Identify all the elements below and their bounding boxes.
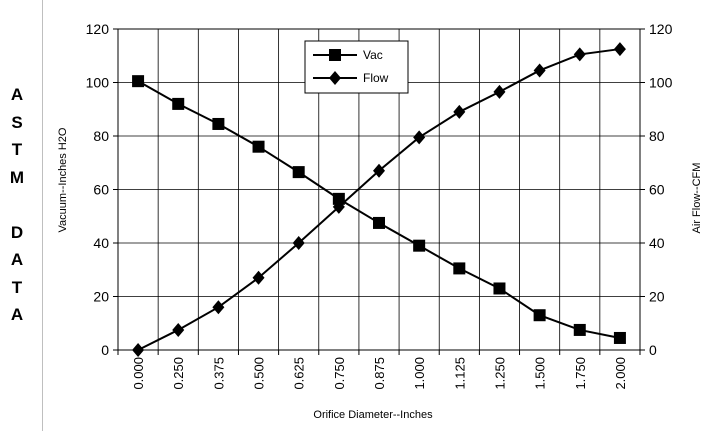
x-tick-label: 1.750 xyxy=(573,357,588,390)
right-y-axis-label: Air Flow--CFM xyxy=(691,163,703,234)
side-label-letter: T xyxy=(11,277,23,297)
left-y-tick-label: 120 xyxy=(86,21,110,37)
right-y-tick-label: 20 xyxy=(649,289,665,305)
right-y-tick-label: 100 xyxy=(649,75,673,91)
x-tick-label: 0.500 xyxy=(252,357,267,390)
data-point-flow xyxy=(172,322,185,337)
left-y-tick-label: 0 xyxy=(101,342,109,358)
legend-label: Flow xyxy=(363,71,389,85)
data-point-vac xyxy=(212,117,225,130)
left-y-tick-label: 80 xyxy=(93,128,109,144)
left-y-tick-label: 60 xyxy=(93,182,109,198)
right-y-axis: 0 20 40 60 80 100 120 xyxy=(640,21,673,358)
side-label-letter: D xyxy=(10,222,24,242)
left-y-tick-label: 20 xyxy=(93,289,109,305)
left-y-axis-label: Vacuum--Inches H2O xyxy=(57,127,69,232)
legend-entry-flow: Flow xyxy=(313,71,389,85)
data-point-vac xyxy=(132,75,145,88)
data-point-flow xyxy=(252,270,265,285)
data-point-flow xyxy=(613,42,626,57)
data-point-vac xyxy=(172,97,185,110)
x-axis: 0.000 0.250 0.375 0.500 0.625 0.750 0.875 1.000… xyxy=(117,350,641,390)
right-y-tick-label: 120 xyxy=(649,21,673,37)
series-line-flow xyxy=(137,48,621,351)
side-label-letter: A xyxy=(10,305,24,324)
right-y-tick-label: 0 xyxy=(649,342,657,358)
data-point-vac xyxy=(373,216,385,229)
right-y-tick-label: 80 xyxy=(649,128,665,144)
side-label-letter: A xyxy=(10,85,24,104)
series-vac xyxy=(132,75,626,344)
side-label-letter: T xyxy=(11,140,23,159)
data-point-flow xyxy=(453,104,466,119)
x-axis-label: Orifice Diameter--Inches xyxy=(313,409,433,421)
left-y-tick-label: 40 xyxy=(93,235,109,251)
right-y-tick-label: 40 xyxy=(649,235,665,251)
x-tick-label: 0.000 xyxy=(131,357,146,390)
data-point-vac xyxy=(292,166,305,179)
data-point-flow xyxy=(573,47,586,62)
x-tick-label: 1.000 xyxy=(412,357,427,390)
x-tick-label: 1.500 xyxy=(533,357,548,390)
x-tick-label: 0.625 xyxy=(292,357,307,390)
side-label-letter: M xyxy=(9,167,25,187)
legend-label: Vac xyxy=(363,48,383,62)
x-tick-label: 1.250 xyxy=(492,357,507,390)
data-point-flow xyxy=(493,84,506,99)
data-point-vac xyxy=(332,192,345,205)
legend-marker xyxy=(329,71,341,85)
legend-marker xyxy=(329,49,341,61)
data-point-vac xyxy=(252,140,265,153)
x-tick-label: 1.125 xyxy=(452,357,467,390)
series-line-vac xyxy=(137,80,621,339)
x-tick-label: 0.250 xyxy=(171,357,186,390)
side-label-letter: S xyxy=(11,112,23,132)
x-tick-label: 0.875 xyxy=(372,357,387,390)
data-point-flow xyxy=(533,63,546,78)
data-point-flow xyxy=(332,199,345,214)
data-point-vac xyxy=(493,282,506,295)
series-layer xyxy=(132,42,626,357)
data-point-flow xyxy=(212,300,225,315)
frame-divider xyxy=(42,0,43,431)
left-y-axis: 0 20 40 60 80 100 120 xyxy=(86,21,118,358)
legend-entry-vac: Vac xyxy=(313,48,383,62)
legend: Vac Flow xyxy=(304,40,409,94)
data-point-vac xyxy=(533,309,546,322)
data-point-vac xyxy=(613,331,626,344)
side-label-letter: A xyxy=(10,250,24,269)
right-y-tick-label: 60 xyxy=(649,182,665,198)
legend-box xyxy=(304,40,409,94)
x-tick-label: 0.750 xyxy=(332,357,347,390)
left-y-tick-label: 100 xyxy=(86,75,110,91)
data-point-vac xyxy=(453,262,466,275)
series-flow xyxy=(132,42,626,357)
x-tick-label: 0.375 xyxy=(211,357,226,390)
data-point-flow xyxy=(292,236,305,250)
data-point-flow xyxy=(132,343,145,357)
data-point-flow xyxy=(373,163,385,178)
x-tick-label: 2.000 xyxy=(613,357,628,390)
data-point-vac xyxy=(413,239,426,252)
data-point-flow xyxy=(413,130,426,145)
data-point-vac xyxy=(573,323,586,336)
